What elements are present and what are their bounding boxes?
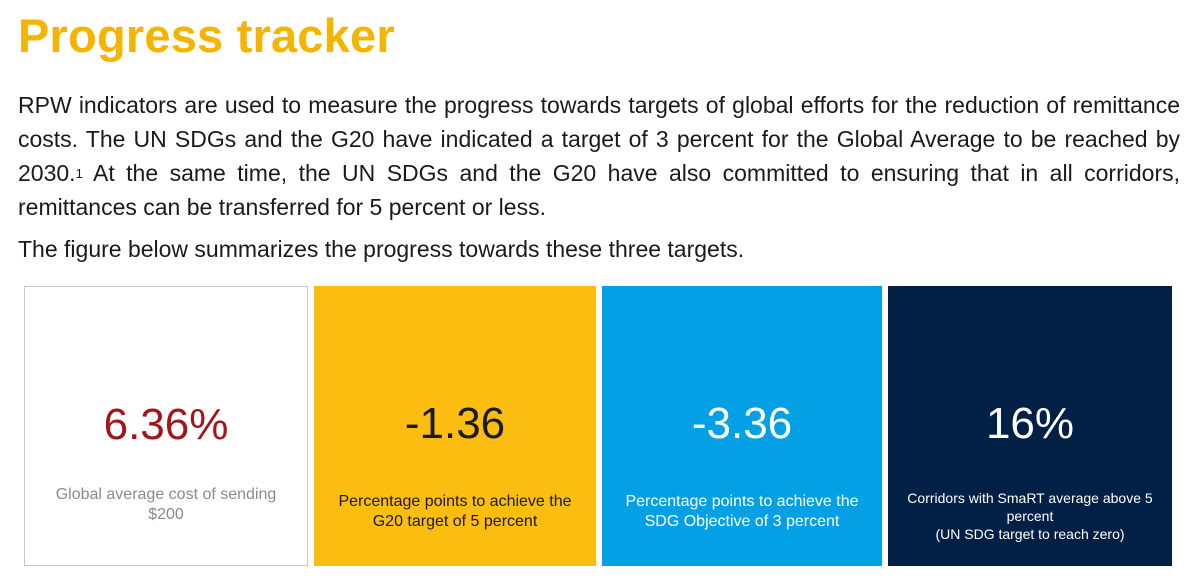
page-title: Progress tracker — [18, 9, 395, 62]
card-description: Percentage points to achieve the SDG Obj… — [610, 492, 874, 532]
intro-text: RPW indicators are used to measure the p… — [18, 92, 1180, 186]
card-description-line: (UN SDG target to reach zero) — [935, 526, 1125, 542]
smart-corridors-card: 16% Corridors with SmaRT average above 5… — [888, 286, 1172, 566]
card-value: 16% — [985, 399, 1075, 448]
card-description-line: SDG Objective of 3 percent — [644, 513, 840, 530]
card-description: Percentage points to achieve the G20 tar… — [322, 492, 588, 532]
sdg-objective-card: -3.36 Percentage points to achieve the S… — [602, 286, 882, 566]
card-description-line: Percentage points to achieve the — [625, 493, 859, 510]
intro-paragraph: RPW indicators are used to measure the p… — [18, 88, 1180, 224]
card-value: -1.36 — [404, 399, 506, 448]
global-average-cost-card: 6.36% Global average cost of sending $20… — [24, 286, 308, 566]
card-description-line: $200 — [148, 506, 184, 523]
card-description: Global average cost of sending $200 — [33, 485, 299, 525]
card-description-line: Corridors with SmaRT average above 5 — [907, 490, 1153, 506]
intro-text-continued: At the same time, the UN SDGs and the G2… — [18, 160, 1180, 220]
g20-target-card: -1.36 Percentage points to achieve the G… — [314, 286, 596, 566]
card-description-line: percent — [1006, 508, 1054, 524]
card-description-line: Percentage points to achieve the — [338, 493, 572, 510]
card-value: 6.36% — [103, 400, 229, 449]
summary-paragraph: The figure below summarizes the progress… — [18, 236, 745, 262]
card-description-line: Global average cost of sending — [55, 486, 277, 503]
footnote-marker[interactable]: 1 — [75, 166, 83, 181]
card-description: Corridors with SmaRT average above 5 per… — [896, 489, 1164, 543]
card-description-line: G20 target of 5 percent — [372, 513, 538, 530]
card-value: -3.36 — [691, 399, 793, 448]
